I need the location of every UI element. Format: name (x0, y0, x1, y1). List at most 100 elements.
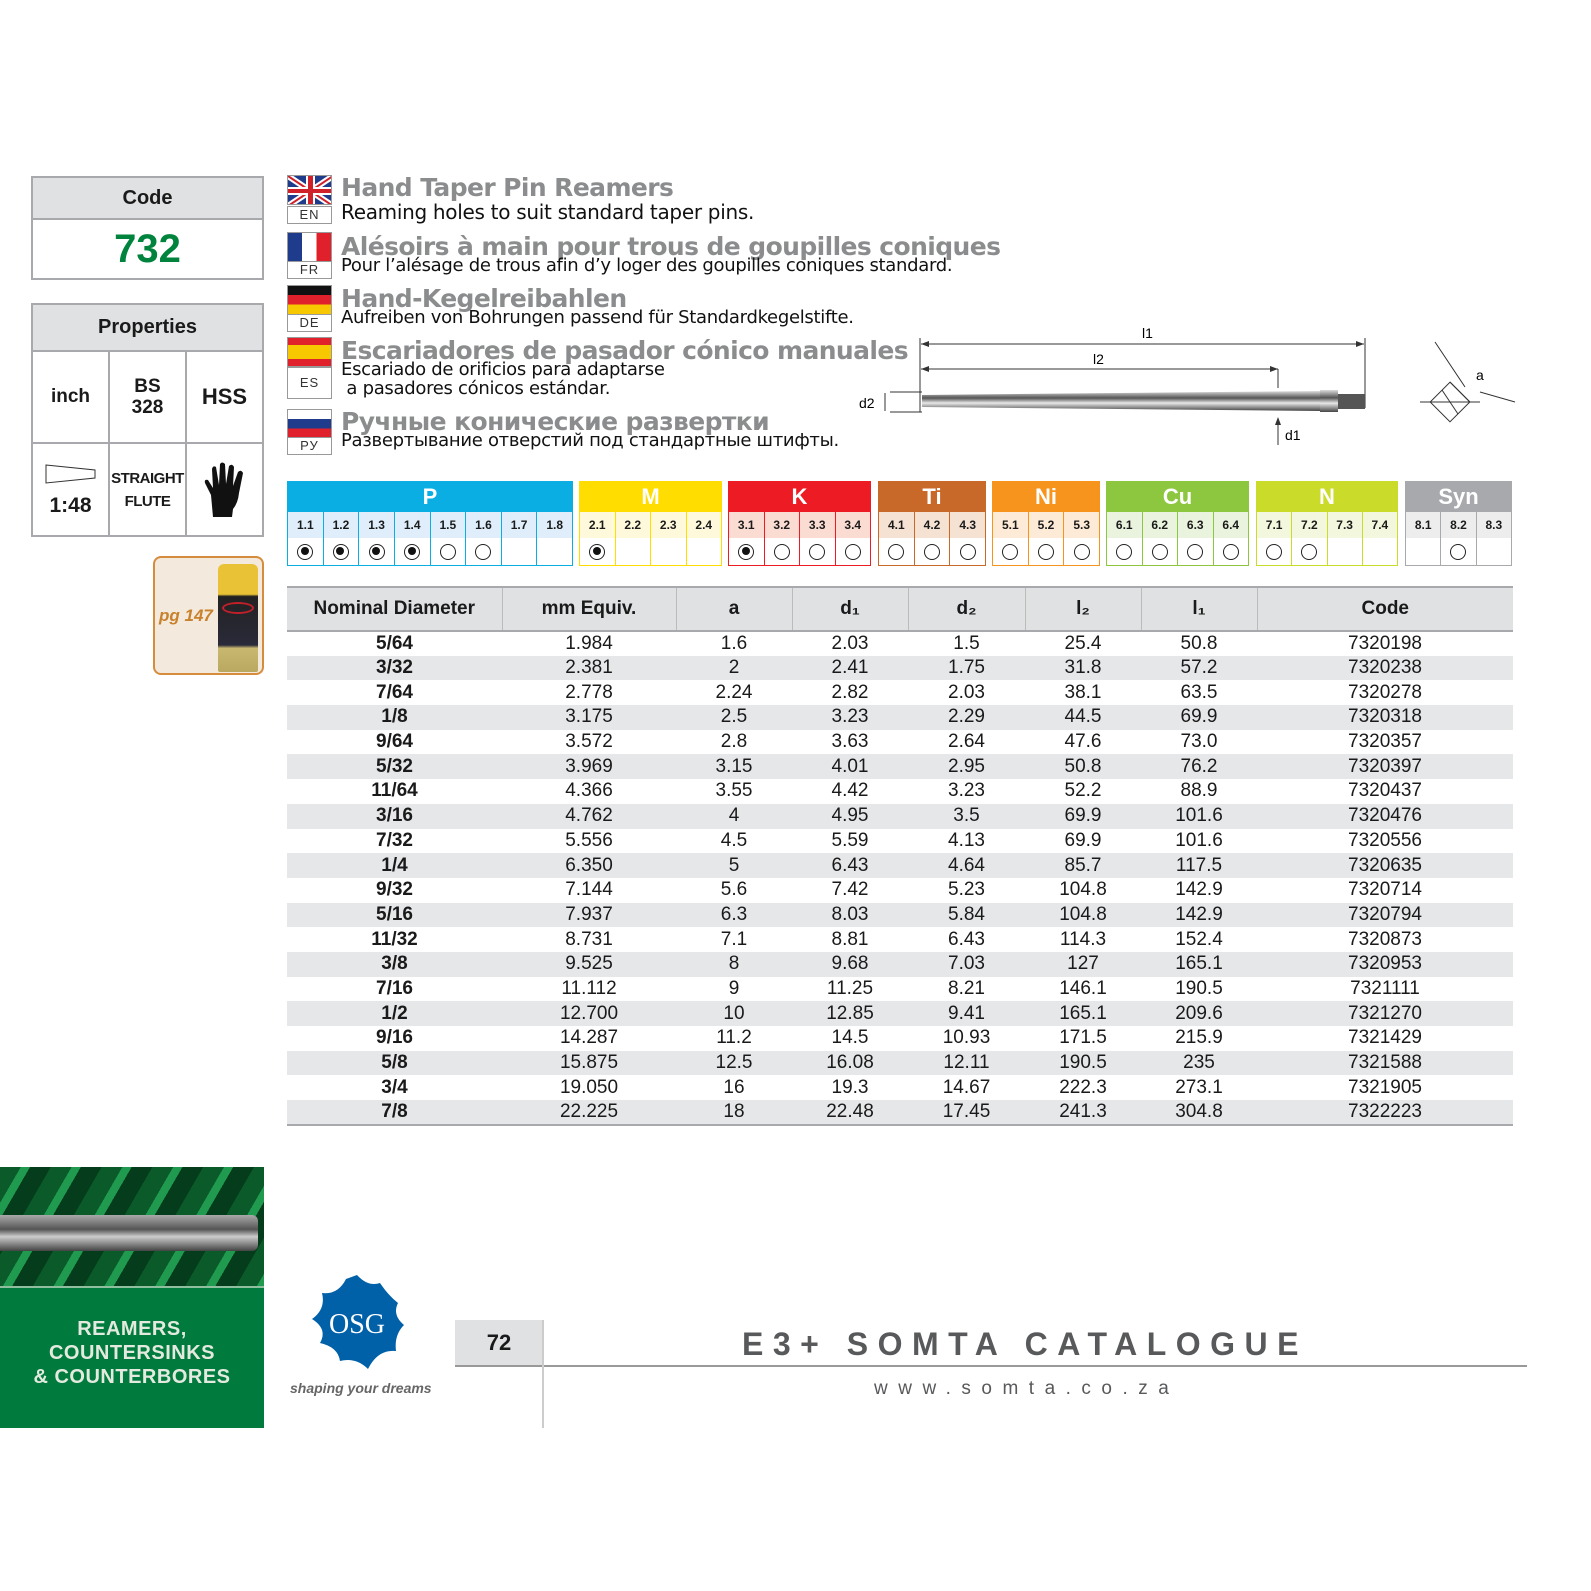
table-row: 1/4 6.350 5 6.43 4.64 85.7 117.5 7320635 (287, 853, 1513, 878)
lang-ru: РУ Ручные конические развертки Развертыв… (287, 407, 907, 455)
table-cell: 8.03 (792, 902, 908, 928)
table-cell: 2.64 (948, 731, 985, 753)
table-cell: 50.8 (1025, 754, 1141, 780)
units-text: inch (50, 386, 91, 407)
suitability-cell (1406, 538, 1442, 565)
table-cell: 4.13 (948, 829, 985, 851)
table-cell: 47.6 (1064, 731, 1102, 753)
table-cell: 17.45 (908, 1100, 1025, 1126)
standard-line1: BS (134, 376, 161, 397)
suitability-cell (687, 538, 722, 565)
table-cell: 5.84 (908, 902, 1025, 928)
table-cell: 114.3 (1059, 928, 1107, 950)
suitability-cell (431, 538, 467, 565)
reamer-diagram: l1 l2 d2 d1 a (859, 325, 1516, 445)
table-cell: 215.9 (1175, 1027, 1223, 1049)
material-group-label: Ti (879, 482, 985, 512)
table-cell: 69.9 (1064, 829, 1102, 851)
table-cell: 5/32 (287, 754, 502, 780)
table-row: 1/8 3.175 2.5 3.23 2.29 44.5 69.9 7320318 (287, 705, 1513, 730)
table-cell: 3/4 (381, 1076, 408, 1098)
material-subgroup: 5.1 (993, 512, 1029, 538)
table-cell: 52.2 (1064, 780, 1102, 802)
table-cell: 69.9 (1141, 705, 1257, 730)
table-cell: 5 (676, 853, 792, 878)
suitability-cell (993, 538, 1029, 565)
suitability-cell (1441, 538, 1477, 565)
lang-es: ES Escariadores de pasador cónico manual… (287, 336, 909, 400)
lang-code: DE (287, 314, 332, 332)
suitability-cell (580, 538, 616, 565)
table-cell: 104.8 (1025, 902, 1141, 928)
table-cell: 3/32 (287, 655, 502, 681)
table-cell: 9 (728, 977, 740, 999)
table-row: 7/32 5.556 4.5 5.59 4.13 69.9 101.6 7320556 (287, 829, 1513, 854)
suitability-cell (1257, 538, 1293, 565)
suitability-cell (616, 538, 651, 565)
suitability-cell (1064, 538, 1099, 565)
table-cell: 85.7 (1025, 853, 1141, 878)
table-cell: 4 (676, 803, 792, 829)
table-cell: 11/32 (371, 928, 418, 950)
material-subgroup: 6.3 (1178, 512, 1214, 538)
lang-code: ES (287, 367, 332, 399)
table-cell: 3.63 (831, 731, 869, 753)
table-cell: 142.9 (1141, 902, 1257, 928)
material-group-m: M 2.1 2.2 2.3 2.4 (579, 481, 722, 566)
lang-title: Hand-Kegelreibahlen (341, 284, 627, 313)
lang-title: Ручные конические развертки (341, 407, 770, 436)
suitable-circle-icon (1301, 543, 1318, 560)
material-subgroup: 1.6 (466, 512, 502, 538)
material-group-label: N (1257, 482, 1397, 512)
suitability-cell (950, 538, 985, 565)
table-cell: 8 (676, 951, 792, 977)
table-cell: 6.43 (792, 853, 908, 878)
material-subgroup: 7.1 (1257, 512, 1293, 538)
table-cell: 235 (1141, 1050, 1257, 1076)
table-cell: 7.144 (565, 879, 613, 901)
table-cell: 12.11 (908, 1050, 1025, 1076)
column-header: l₂ (1025, 586, 1142, 632)
table-cell: 12.700 (502, 1001, 676, 1026)
reamer-body (922, 391, 1320, 411)
table-cell: 222.3 (1059, 1076, 1107, 1098)
table-cell: 9/32 (376, 879, 413, 901)
table-cell: 9.41 (908, 1001, 1025, 1026)
lang-subtitle: Reaming holes to suit standard taper pin… (341, 200, 755, 224)
cutting-fluid-link[interactable]: pg 147 (153, 556, 264, 675)
suitable-circle-icon (1116, 543, 1133, 560)
table-cell: 11.25 (826, 977, 874, 999)
flute-line1: STRAIGHT (111, 469, 184, 487)
d1-label: d1 (1285, 427, 1301, 443)
column-header: Code (1257, 586, 1513, 632)
lang-fr: FR Alésoirs à main pour trous de goupill… (287, 232, 1001, 279)
table-cell: 11/64 (371, 780, 418, 802)
table-cell: 7.42 (831, 879, 869, 901)
suitable-circle-icon (844, 543, 861, 560)
suitable-circle-icon (1038, 543, 1054, 560)
table-cell: 1.75 (908, 655, 1025, 681)
page-number: 72 (455, 1320, 543, 1366)
table-cell: 1/4 (287, 853, 502, 878)
page-ref: pg 147 (159, 606, 213, 625)
suitability-cell (800, 538, 836, 565)
suitable-circle-icon (1151, 543, 1168, 560)
table-cell: 7321588 (1257, 1050, 1513, 1076)
table-cell: 12.85 (792, 1001, 908, 1026)
material-subgroup: 1.7 (502, 512, 538, 538)
suitability-cell (1477, 538, 1511, 565)
table-cell: 2.8 (720, 731, 748, 753)
table-cell: 12.5 (676, 1050, 792, 1076)
material-group-ti: Ti 4.1 4.2 4.3 (878, 481, 986, 566)
table-cell: 1/2 (287, 1001, 502, 1026)
properties-box: Properties inch BS 328 HSS 1:48 STRAIGHT F… (31, 303, 264, 537)
suitability-cell (359, 538, 395, 565)
table-cell: 5.59 (831, 829, 869, 851)
material-subgroup: 5.2 (1029, 512, 1065, 538)
table-cell: 2.778 (565, 681, 613, 703)
suitable-circle-icon (959, 543, 976, 560)
table-cell: 2.24 (715, 681, 753, 703)
table-cell: 38.1 (1064, 681, 1102, 703)
code-value: 732 (114, 227, 181, 271)
material-group-label: K (729, 482, 870, 512)
